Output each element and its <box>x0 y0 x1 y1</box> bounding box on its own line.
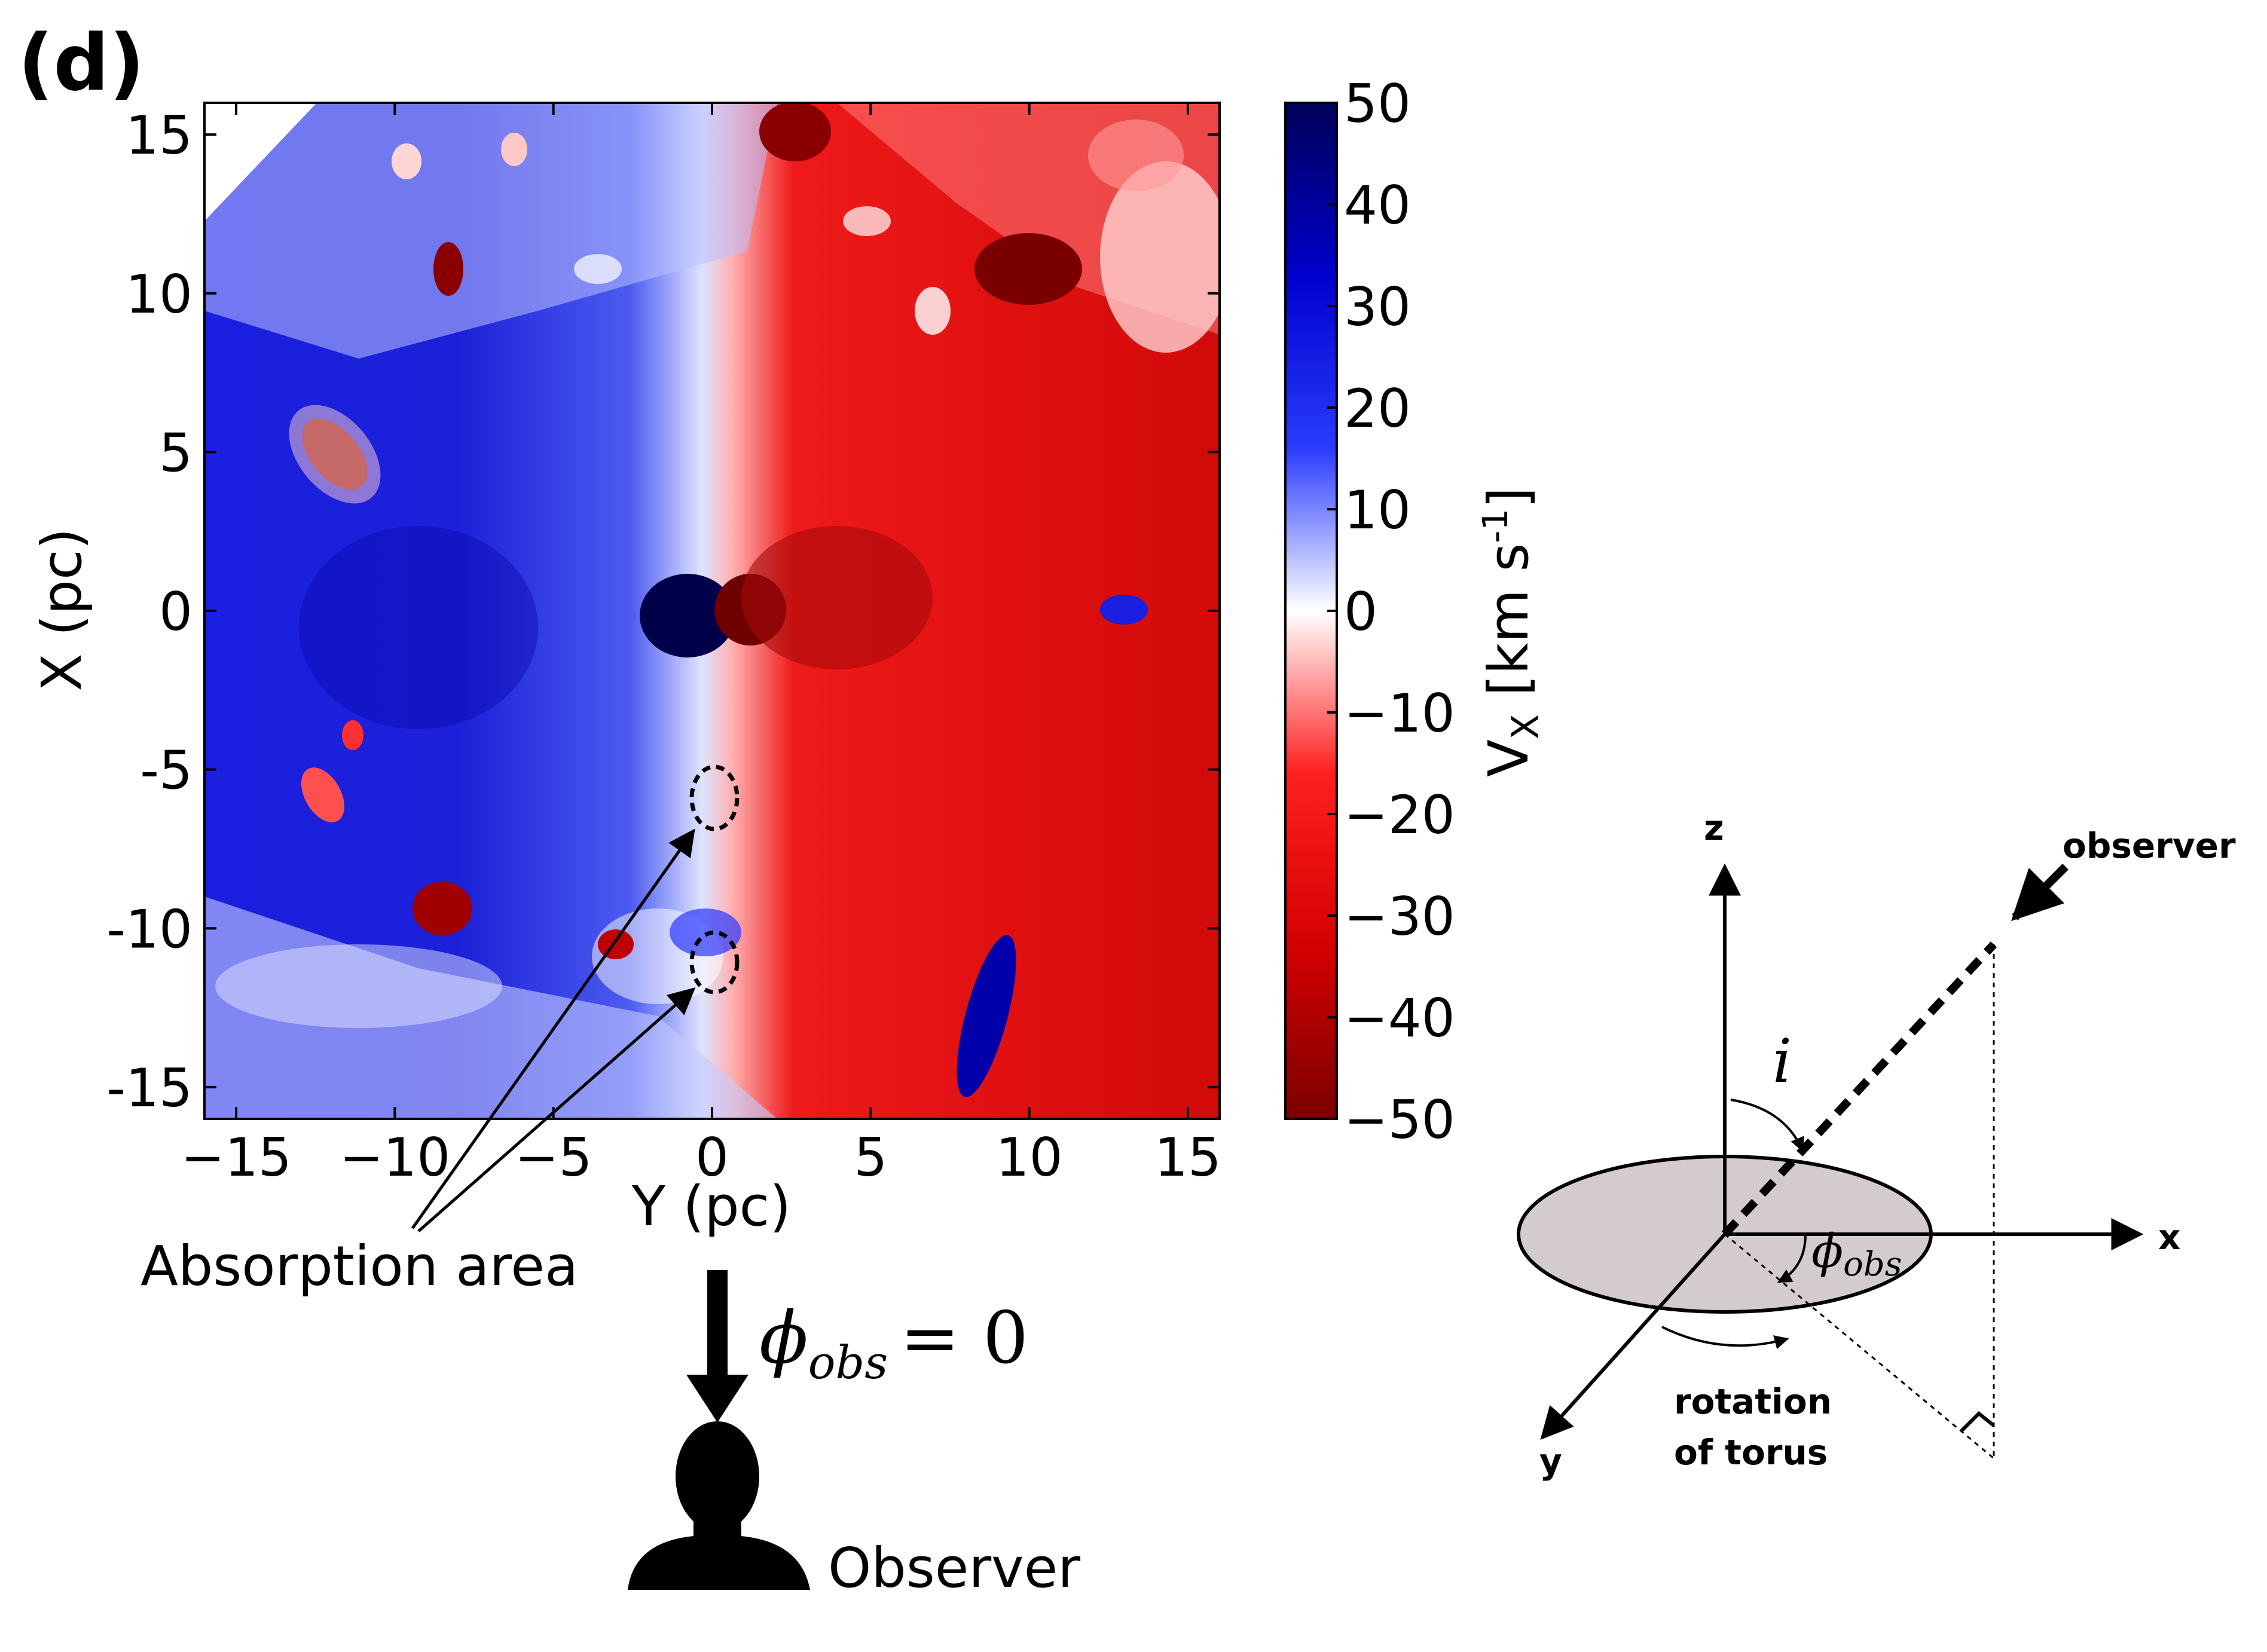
colorbar-tick-label: −20 <box>1344 784 1455 846</box>
observer-label: Observer <box>828 1536 1080 1600</box>
y-axis-3d <box>1540 1232 1727 1440</box>
colorbar-label-close: ] <box>1477 487 1541 509</box>
colorbar-label: VX [km s-1] <box>1475 487 1547 777</box>
x-tick-label: −10 <box>340 1127 451 1188</box>
colorbar-tick-label: 30 <box>1344 276 1411 338</box>
line-of-sight <box>1721 941 1997 1237</box>
x-axis-ticks: −15 −10 −5 0 5 10 15 <box>181 103 1221 1188</box>
phi-sub: obs <box>808 1336 888 1389</box>
y-tick-label: -5 <box>140 740 193 801</box>
inclination-arc <box>1730 1099 1804 1152</box>
colorbar-label-sub: X <box>1504 714 1547 739</box>
annotation-arrow-1 <box>411 828 695 1229</box>
inclination-symbol: i <box>1773 1026 1792 1096</box>
x-tick-label: 10 <box>996 1127 1063 1188</box>
geometry-diagram <box>1517 863 2144 1460</box>
phi-equals: = 0 <box>900 1297 1028 1380</box>
map-halo <box>204 103 777 359</box>
y-tick-label: 10 <box>126 264 193 325</box>
x-tick-label: 5 <box>854 1127 887 1188</box>
colorbar-tick-label: −10 <box>1344 683 1455 744</box>
velocity-map <box>203 102 1221 1120</box>
x-tick-label: 15 <box>1154 1127 1221 1188</box>
phi-symbol: ϕ <box>759 1297 808 1380</box>
x-tick-label: −15 <box>181 1127 292 1188</box>
x-tick-label: 0 <box>695 1127 729 1188</box>
annotation-arrow-2 <box>417 987 696 1232</box>
axis-z-label: z <box>1704 807 1724 848</box>
colorbar-label-unit: [km s <box>1477 543 1541 696</box>
phi-obs-3d: ϕobs <box>1811 1225 1902 1284</box>
y-axis-label: X (pc) <box>30 528 94 691</box>
phi-arc <box>1777 1234 1807 1283</box>
y-tick-label: -10 <box>106 898 193 960</box>
phi-3d-sub: obs <box>1843 1245 1902 1284</box>
rotation-label: rotation of torus <box>1674 1381 1844 1473</box>
panel-label: (d) <box>18 17 145 108</box>
rotation-label-line2: of torus <box>1674 1432 1828 1473</box>
y-tick-label: 0 <box>159 581 193 643</box>
absorption-circle-2 <box>689 930 740 995</box>
map-texture <box>215 103 1184 1097</box>
phi-3d-symbol: ϕ <box>1811 1225 1843 1278</box>
observer-arrow-3d <box>2011 864 2069 921</box>
colorbar-tick-label: −30 <box>1344 886 1455 947</box>
absorption-label: Absorption area <box>140 1234 578 1298</box>
rotation-label-line1: rotation <box>1674 1381 1832 1422</box>
phi-obs-equation: ϕobs = 0 <box>759 1297 1028 1389</box>
observer-silhouette-icon <box>628 1421 810 1590</box>
colorbar-tick-label: −40 <box>1344 987 1455 1049</box>
colorbar-tick-label: 50 <box>1344 73 1411 134</box>
y-tick-label: 5 <box>159 422 193 484</box>
observer-direction-arrowhead <box>686 1375 748 1422</box>
observer-3d-label: observer <box>2063 825 2236 866</box>
axis-y-label: y <box>1539 1441 1562 1482</box>
y-tick-label: -15 <box>106 1057 193 1119</box>
right-angle-mark <box>1959 1411 1995 1433</box>
colorbar-ticks: 50 40 30 20 10 0 −10 −20 −30 −40 −50 <box>1327 73 1455 1151</box>
colorbar-tick-label: 40 <box>1344 175 1411 236</box>
absorption-circle-1 <box>689 764 740 831</box>
colorbar-tick-label: 20 <box>1344 378 1411 439</box>
colorbar-tick-label: 0 <box>1344 581 1377 643</box>
x-axis-label: Y (pc) <box>631 1174 791 1238</box>
projection-ground <box>1724 1233 1994 1460</box>
axis-x-label: x <box>2158 1217 2180 1258</box>
y-axis-ticks: -15 -10 -5 0 5 10 15 <box>106 105 1220 1119</box>
colorbar-label-main: V <box>1477 739 1541 777</box>
colorbar-tick-label: 10 <box>1344 479 1411 541</box>
colorbar-label-sup: -1 <box>1475 509 1516 543</box>
rotation-arc <box>1661 1326 1789 1350</box>
y-tick-label: 15 <box>126 105 193 166</box>
core-blue <box>640 574 735 657</box>
map-halo-top-right-white <box>1100 161 1220 353</box>
colorbar-tick-label: −50 <box>1344 1089 1455 1151</box>
